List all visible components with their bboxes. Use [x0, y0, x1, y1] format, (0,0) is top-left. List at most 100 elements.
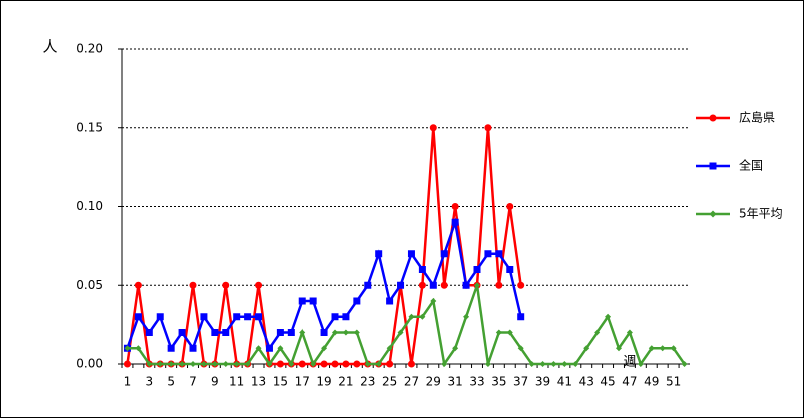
marker [452, 345, 459, 352]
x-tick-label: 25 [382, 375, 397, 389]
x-tick-label: 29 [426, 375, 441, 389]
marker [484, 124, 492, 132]
marker [605, 313, 612, 320]
marker [495, 329, 502, 336]
x-tick-label: 5 [167, 375, 175, 389]
x-tick-label: 47 [622, 375, 637, 389]
y-tick-label: 0.05 [76, 278, 103, 292]
x-tick-label: 9 [211, 375, 219, 389]
marker [463, 313, 470, 320]
marker [179, 361, 186, 367]
legend-label: 5年平均 [739, 207, 783, 221]
marker [342, 360, 350, 368]
x-tick-label: 23 [360, 375, 375, 389]
marker [495, 250, 503, 258]
legend-marker [709, 162, 717, 170]
marker [386, 345, 393, 352]
marker [681, 361, 688, 367]
marker [474, 282, 480, 289]
marker [211, 329, 219, 336]
marker [255, 345, 262, 352]
marker [200, 361, 207, 367]
marker [418, 281, 426, 289]
marker [342, 313, 350, 321]
marker [244, 361, 251, 367]
marker [156, 313, 164, 321]
marker [200, 313, 208, 321]
marker [616, 345, 622, 352]
marker [331, 360, 339, 368]
x-tick-label: 11 [229, 375, 244, 389]
marker [222, 281, 230, 289]
x-axis-label: 週 [623, 355, 636, 370]
marker [146, 361, 153, 367]
marker [222, 361, 229, 367]
marker [331, 313, 339, 321]
x-tick-label: 31 [448, 375, 463, 389]
marker [222, 329, 230, 336]
marker [298, 360, 306, 368]
marker [167, 344, 175, 352]
marker [342, 329, 349, 336]
marker [506, 329, 513, 336]
marker [233, 313, 241, 321]
marker [375, 250, 383, 258]
marker [211, 361, 218, 367]
marker [451, 203, 459, 210]
marker [190, 361, 196, 367]
x-tick-label: 37 [513, 375, 528, 389]
marker [550, 361, 557, 367]
y-tick-label: 0.00 [76, 357, 103, 371]
marker [429, 124, 437, 132]
marker [430, 298, 437, 304]
marker [583, 345, 590, 352]
marker [157, 361, 164, 367]
x-tick-label: 27 [404, 375, 419, 389]
marker [265, 344, 273, 352]
x-tick-label: 41 [557, 375, 572, 389]
marker [255, 313, 263, 321]
marker [266, 361, 273, 367]
marker [353, 329, 360, 336]
x-tick-label: 21 [338, 375, 353, 389]
x-tick-label: 1 [124, 375, 132, 389]
marker [255, 281, 263, 289]
marker [189, 281, 197, 289]
legend-marker [709, 114, 717, 122]
marker [287, 329, 295, 336]
marker [309, 297, 317, 305]
marker [594, 329, 601, 336]
marker [288, 361, 295, 367]
x-tick-label: 51 [666, 375, 681, 389]
marker [626, 329, 633, 336]
x-tick-label: 49 [644, 375, 659, 389]
marker [189, 344, 197, 352]
marker [397, 329, 404, 336]
x-tick-label: 39 [535, 375, 550, 389]
marker [495, 281, 503, 289]
legend-label: 広島県 [739, 110, 775, 125]
marker [276, 360, 284, 368]
marker [244, 313, 252, 321]
line [127, 284, 686, 368]
marker [397, 281, 405, 289]
marker [528, 361, 535, 367]
marker [440, 250, 448, 258]
marker [517, 281, 525, 289]
marker [134, 281, 142, 289]
x-tick-label: 33 [469, 375, 484, 389]
marker [364, 361, 371, 367]
marker [451, 218, 459, 226]
marker [517, 345, 524, 352]
legend-label: 全国 [739, 158, 763, 173]
y-tick-label: 0.20 [76, 42, 103, 56]
marker [462, 281, 470, 289]
marker [517, 313, 525, 321]
marker [375, 361, 382, 367]
marker [386, 297, 394, 305]
marker [637, 361, 644, 367]
x-tick-label: 13 [251, 375, 266, 389]
marker [233, 361, 240, 367]
marker [321, 345, 328, 352]
